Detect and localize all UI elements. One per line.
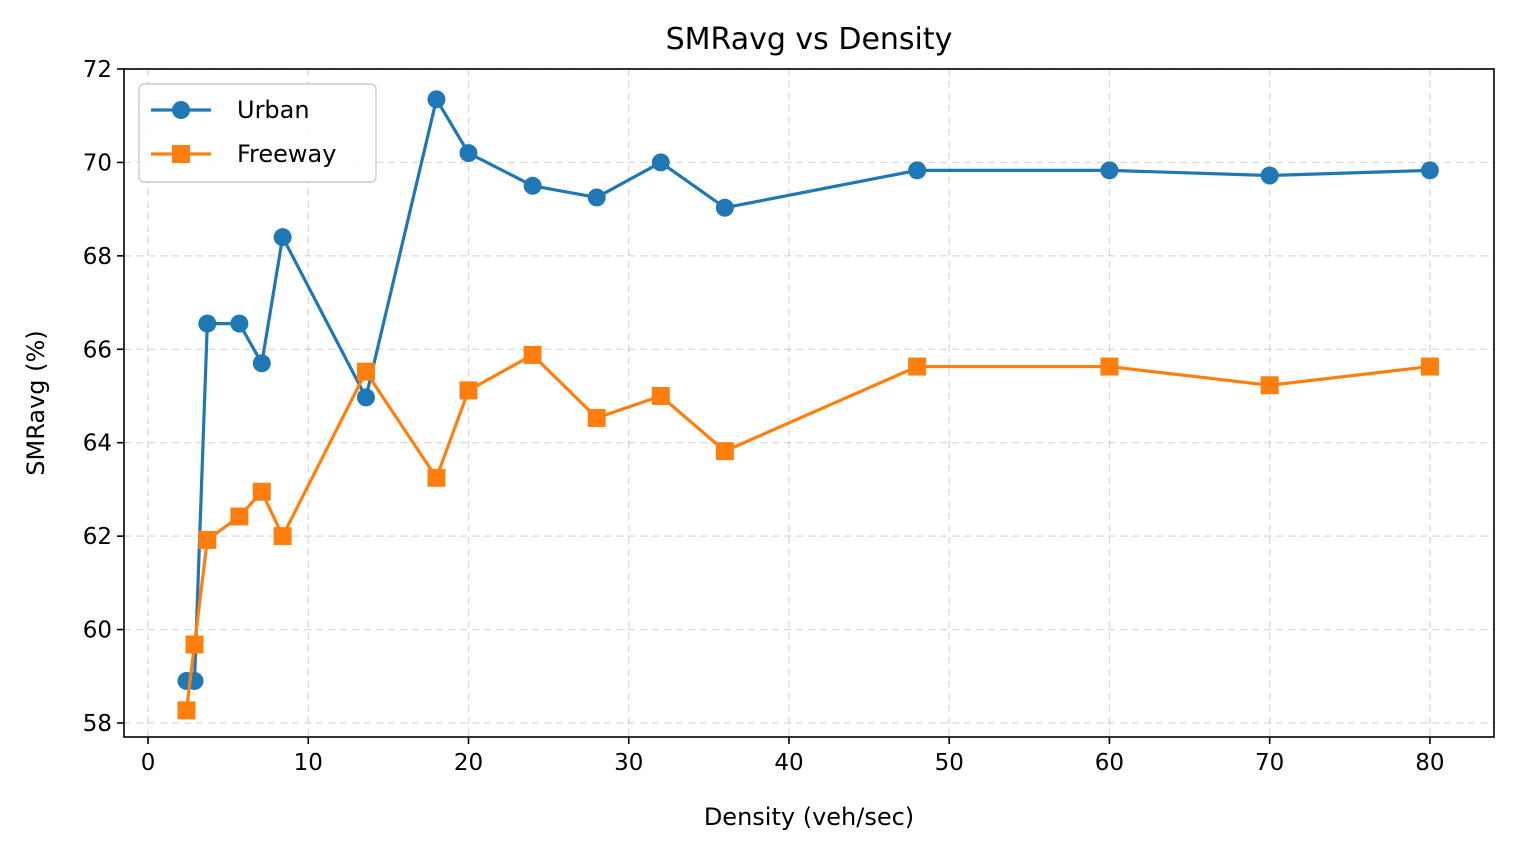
freeway-point [356,362,375,381]
urban-point [252,354,271,373]
x-tick-label: 10 [294,750,323,776]
urban-point [523,176,542,195]
freeway-point [715,442,734,461]
freeway-point [1100,357,1119,376]
x-tick-label: 0 [141,750,156,776]
freeway-point [273,527,292,546]
freeway-point [230,507,249,526]
urban-series [177,90,1439,690]
legend: Urban Freeway [138,83,377,183]
freeway-point [185,635,204,654]
freeway-point [252,482,271,501]
x-axis-label: Density (veh/sec) [704,803,914,831]
freeway-point [427,468,446,487]
y-tick-label: 60 [83,618,112,644]
urban-point [230,314,249,333]
x-tick-label: 70 [1255,750,1284,776]
urban-point [459,144,478,163]
chart-title: SMRavg vs Density [666,22,953,57]
y-axis-label: SMRavg (%) [22,330,50,475]
plot-frame [123,68,1495,738]
urban-point [1420,161,1439,180]
urban-point [427,90,446,109]
freeway-point [1420,357,1439,376]
urban-point [1260,166,1279,185]
freeway-point [651,386,670,405]
legend-freeway-label: Freeway [237,140,336,168]
urban-point [587,188,606,207]
freeway-point [587,408,606,427]
series-group [177,90,1439,720]
y-tick-label: 64 [83,431,112,457]
legend-urban-label: Urban [237,96,310,124]
urban-point [1100,161,1119,180]
freeway-point [523,345,542,364]
x-tick-label: 50 [935,750,964,776]
freeway-point [459,381,478,400]
freeway-point [908,357,927,376]
urban-point [273,228,292,247]
freeway-point [1260,376,1279,395]
x-tick-label: 20 [454,750,483,776]
legend-freeway-marker [172,145,190,163]
urban-point [908,161,927,180]
urban-line [186,97,1430,683]
x-tick-label: 30 [614,750,643,776]
y-tick-label: 70 [83,150,112,176]
urban-point [198,314,217,333]
y-tick-label: 72 [83,57,112,83]
y-tick-label: 58 [83,711,112,737]
x-tick-label: 80 [1415,750,1444,776]
urban-point [715,198,734,217]
y-tick-label: 62 [83,524,112,550]
urban-point [651,153,670,172]
axes-ticks: 0 10 20 30 40 50 60 70 80 58 60 62 64 66 68 70 72 [83,57,1445,776]
freeway-point [198,530,217,549]
x-tick-label: 40 [774,750,803,776]
y-tick-label: 68 [83,244,112,270]
y-tick-label: 66 [83,337,112,363]
urban-point [356,388,375,407]
freeway-point [177,701,196,720]
legend-urban-marker [172,101,190,119]
x-tick-label: 60 [1095,750,1124,776]
freeway-line [184,353,1431,711]
freeway-series [177,345,1439,720]
